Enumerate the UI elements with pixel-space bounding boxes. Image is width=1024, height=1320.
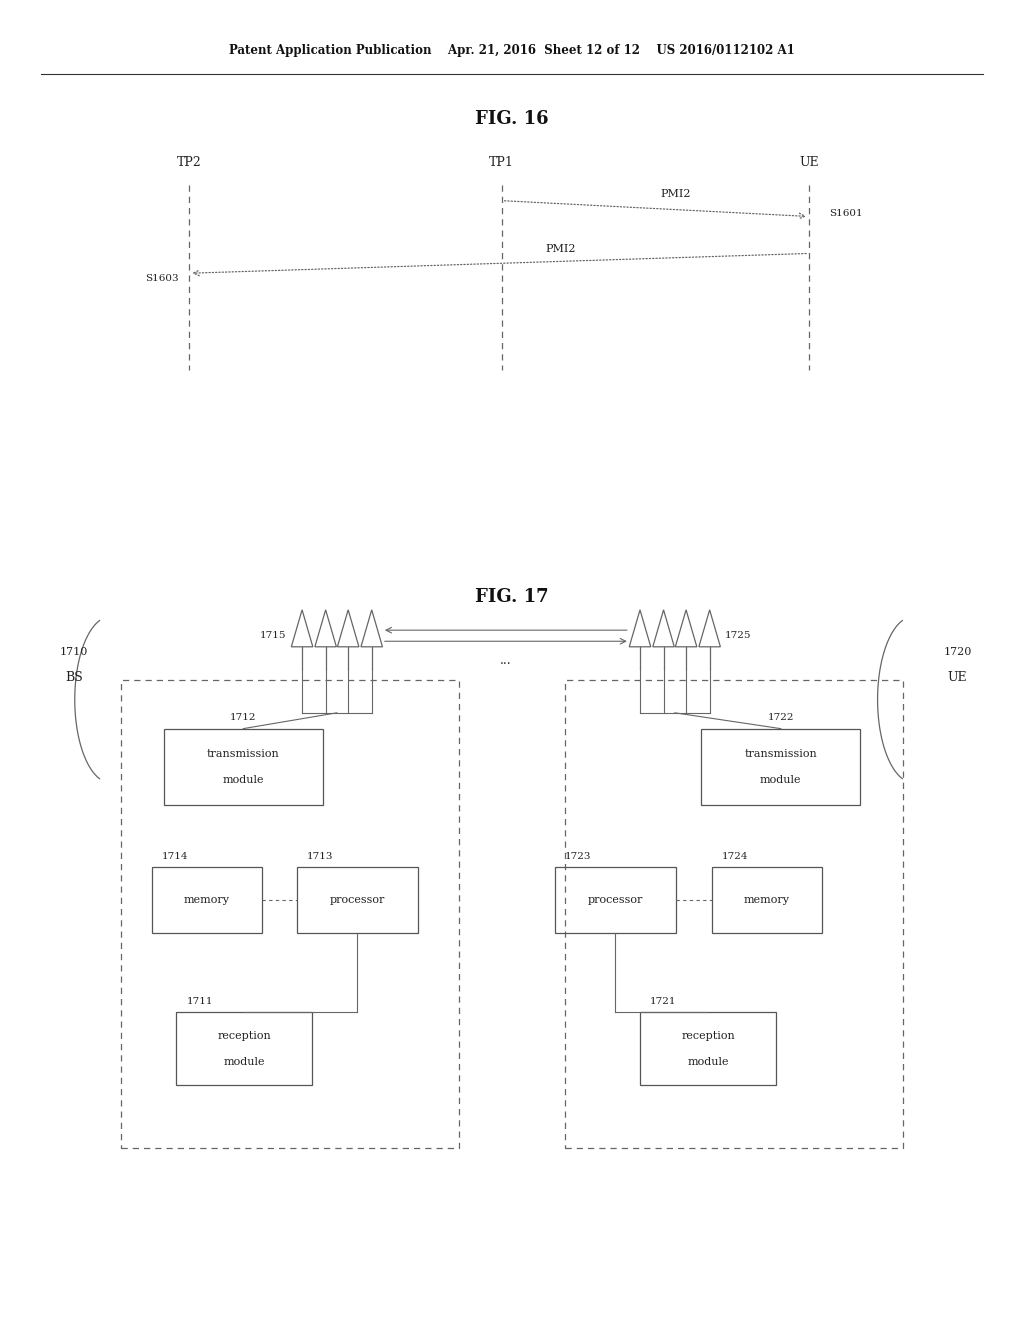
Text: S1603: S1603 <box>145 275 179 282</box>
Text: 1722: 1722 <box>768 713 794 722</box>
Text: BS: BS <box>65 671 83 684</box>
Text: transmission: transmission <box>207 748 280 759</box>
Text: processor: processor <box>330 895 385 906</box>
Text: reception: reception <box>217 1031 271 1040</box>
Text: 1725: 1725 <box>725 631 752 640</box>
Bar <box>712 867 822 933</box>
Text: ...: ... <box>500 653 512 667</box>
Text: TP2: TP2 <box>177 156 202 169</box>
Text: transmission: transmission <box>744 748 817 759</box>
Text: module: module <box>222 775 264 785</box>
Text: S1601: S1601 <box>829 210 863 218</box>
Text: reception: reception <box>681 1031 735 1040</box>
Text: 1714: 1714 <box>162 851 188 861</box>
Bar <box>555 867 676 933</box>
Text: PMI2: PMI2 <box>660 189 691 199</box>
Text: FIG. 17: FIG. 17 <box>475 587 549 606</box>
Text: FIG. 16: FIG. 16 <box>475 110 549 128</box>
Text: module: module <box>223 1057 265 1067</box>
Text: UE: UE <box>799 156 819 169</box>
Text: 1724: 1724 <box>722 851 749 861</box>
Bar <box>297 867 418 933</box>
Text: memory: memory <box>744 895 790 906</box>
Bar <box>565 680 903 1148</box>
Text: UE: UE <box>947 671 968 684</box>
Text: 1712: 1712 <box>230 713 256 722</box>
Text: module: module <box>687 1057 729 1067</box>
Text: module: module <box>760 775 802 785</box>
Text: 1715: 1715 <box>260 631 287 640</box>
Text: 1713: 1713 <box>307 851 334 861</box>
Bar <box>164 729 323 805</box>
Text: 1721: 1721 <box>650 997 677 1006</box>
Bar <box>121 680 459 1148</box>
Text: TP1: TP1 <box>489 156 514 169</box>
Text: 1710: 1710 <box>59 647 88 657</box>
Bar <box>701 729 860 805</box>
Text: 1723: 1723 <box>565 851 592 861</box>
Text: 1720: 1720 <box>943 647 972 657</box>
Text: memory: memory <box>184 895 229 906</box>
Bar <box>176 1012 312 1085</box>
Text: Patent Application Publication    Apr. 21, 2016  Sheet 12 of 12    US 2016/01121: Patent Application Publication Apr. 21, … <box>229 44 795 57</box>
Text: processor: processor <box>588 895 643 906</box>
Text: 1711: 1711 <box>186 997 213 1006</box>
Bar <box>152 867 262 933</box>
Text: PMI2: PMI2 <box>546 244 575 253</box>
Bar <box>640 1012 776 1085</box>
